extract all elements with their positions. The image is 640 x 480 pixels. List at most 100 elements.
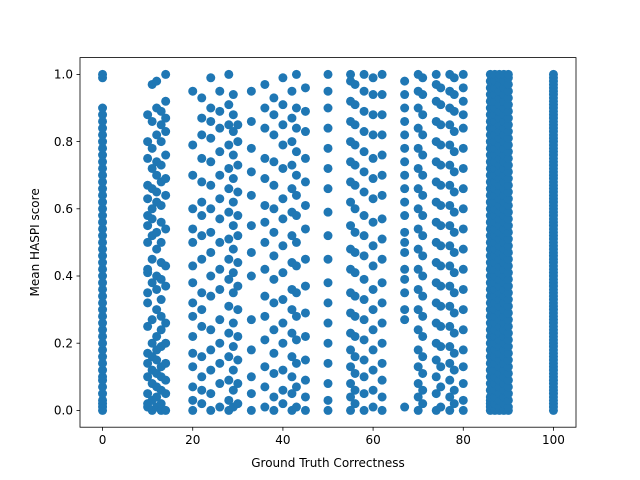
data-point — [350, 352, 360, 362]
data-point — [359, 335, 369, 345]
data-point — [156, 295, 166, 305]
data-point — [260, 382, 270, 392]
data-point — [215, 214, 225, 224]
y-tick-label: 0.6 — [54, 202, 73, 216]
data-point — [323, 184, 333, 194]
data-point — [323, 254, 333, 264]
data-point — [287, 113, 297, 123]
data-point — [246, 271, 256, 281]
data-point — [436, 342, 446, 352]
data-point — [323, 231, 333, 241]
data-point — [418, 331, 428, 341]
data-point — [300, 83, 310, 93]
data-point — [197, 321, 207, 331]
data-point — [350, 385, 360, 395]
data-point — [458, 69, 468, 79]
data-point — [161, 281, 171, 291]
data-point — [418, 271, 428, 281]
data-point — [143, 321, 153, 331]
data-point — [98, 224, 108, 234]
data-point — [147, 278, 157, 288]
data-point — [445, 120, 455, 130]
data-point — [300, 308, 310, 318]
data-point — [278, 338, 288, 348]
data-point — [98, 170, 108, 180]
data-point — [418, 368, 428, 378]
data-point — [291, 147, 301, 157]
data-point — [503, 234, 513, 244]
data-point — [418, 385, 428, 395]
data-point — [359, 127, 369, 137]
data-point — [400, 305, 410, 315]
data-point — [260, 402, 270, 412]
data-point — [445, 281, 455, 291]
data-point — [98, 103, 108, 113]
data-point — [269, 157, 279, 167]
data-point — [436, 200, 446, 210]
data-point — [300, 224, 310, 234]
data-point — [147, 143, 157, 153]
data-point — [197, 372, 207, 382]
x-tick-label: 100 — [542, 433, 565, 447]
data-point — [224, 301, 234, 311]
data-point — [98, 345, 108, 355]
data-point — [377, 214, 387, 224]
data-point — [156, 274, 166, 284]
data-point — [233, 211, 243, 221]
data-point — [503, 140, 513, 150]
data-point — [400, 197, 410, 207]
data-point — [260, 103, 270, 113]
data-point — [377, 190, 387, 200]
data-point — [350, 247, 360, 257]
data-point — [228, 174, 238, 184]
data-point — [359, 355, 369, 365]
data-point — [143, 137, 153, 147]
data-point — [300, 392, 310, 402]
data-point — [458, 83, 468, 93]
data-point — [233, 258, 243, 268]
data-point — [418, 150, 428, 160]
data-point — [98, 251, 108, 261]
data-point — [368, 261, 378, 271]
data-point — [413, 264, 423, 274]
data-point — [228, 110, 238, 120]
data-point — [260, 264, 270, 274]
data-point — [346, 405, 356, 415]
data-point — [188, 405, 198, 415]
data-point — [323, 143, 333, 153]
data-point — [359, 372, 369, 382]
data-point — [215, 194, 225, 204]
data-point — [503, 342, 513, 352]
data-point — [278, 241, 288, 251]
data-point — [206, 116, 216, 126]
data-point — [359, 315, 369, 325]
data-point — [197, 352, 207, 362]
data-point — [287, 389, 297, 399]
data-point — [503, 402, 513, 412]
data-point — [188, 298, 198, 308]
data-point — [291, 358, 301, 368]
data-point — [503, 268, 513, 278]
data-point — [161, 113, 171, 123]
data-point — [300, 254, 310, 264]
data-point — [206, 180, 216, 190]
data-point — [156, 120, 166, 130]
data-point — [291, 261, 301, 271]
data-point — [377, 254, 387, 264]
data-point — [359, 86, 369, 96]
data-point — [413, 163, 423, 173]
data-point — [458, 224, 468, 234]
data-point — [246, 190, 256, 200]
data-point — [206, 157, 216, 167]
data-point — [224, 328, 234, 338]
data-point — [445, 180, 455, 190]
data-point — [368, 241, 378, 251]
data-point — [215, 315, 225, 325]
data-point — [418, 130, 428, 140]
data-point — [197, 231, 207, 241]
data-point — [400, 274, 410, 284]
data-point — [143, 194, 153, 204]
data-point — [228, 385, 238, 395]
data-point — [260, 362, 270, 372]
data-point — [350, 204, 360, 214]
